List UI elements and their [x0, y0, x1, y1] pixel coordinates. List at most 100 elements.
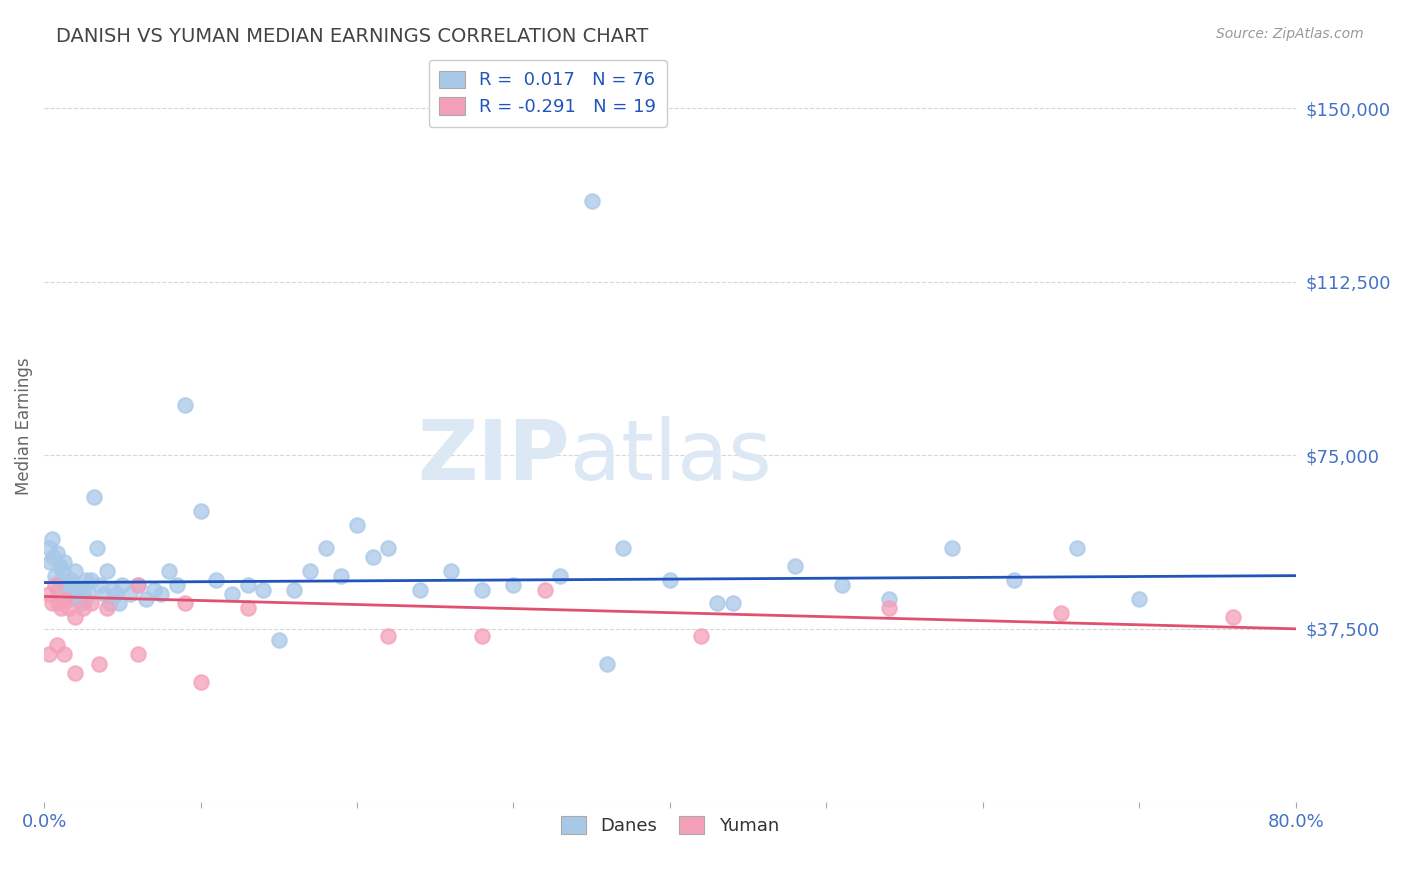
- Point: [80, 596, 103, 610]
- Point: [127, 578, 149, 592]
- Point: [221, 587, 243, 601]
- Point: [60, 587, 83, 601]
- Point: [55, 578, 77, 592]
- Point: [190, 675, 212, 690]
- Point: [66, 591, 89, 606]
- Text: Source: ZipAtlas.com: Source: ZipAtlas.com: [1216, 27, 1364, 41]
- Point: [346, 517, 368, 532]
- Point: [51, 601, 73, 615]
- Point: [96, 601, 118, 615]
- Point: [86, 541, 108, 555]
- Point: [70, 596, 93, 610]
- Point: [135, 591, 157, 606]
- Point: [315, 541, 337, 555]
- Text: DANISH VS YUMAN MEDIAN EARNINGS CORRELATION CHART: DANISH VS YUMAN MEDIAN EARNINGS CORRELAT…: [56, 27, 648, 45]
- Point: [46, 596, 69, 610]
- Point: [1066, 541, 1088, 555]
- Point: [658, 574, 681, 588]
- Point: [52, 564, 75, 578]
- Point: [408, 582, 430, 597]
- Point: [72, 582, 94, 597]
- Point: [471, 629, 494, 643]
- Text: ZIP: ZIP: [418, 416, 569, 497]
- Point: [157, 564, 180, 578]
- Point: [377, 629, 399, 643]
- Point: [877, 601, 900, 615]
- Point: [1222, 610, 1244, 624]
- Point: [252, 582, 274, 597]
- Point: [721, 596, 744, 610]
- Point: [67, 582, 90, 597]
- Point: [89, 578, 111, 592]
- Point: [190, 504, 212, 518]
- Point: [49, 559, 72, 574]
- Point: [877, 591, 900, 606]
- Point: [612, 541, 634, 555]
- Point: [127, 578, 149, 592]
- Point: [65, 610, 87, 624]
- Point: [596, 657, 619, 671]
- Point: [831, 578, 853, 592]
- Point: [46, 582, 69, 597]
- Point: [63, 578, 86, 592]
- Point: [41, 596, 63, 610]
- Point: [1128, 591, 1150, 606]
- Point: [377, 541, 399, 555]
- Point: [45, 545, 67, 559]
- Point: [299, 564, 322, 578]
- Point: [53, 647, 76, 661]
- Point: [533, 582, 555, 597]
- Point: [440, 564, 463, 578]
- Point: [205, 574, 228, 588]
- Point: [51, 574, 73, 588]
- Point: [38, 587, 60, 601]
- Point: [65, 665, 87, 680]
- Point: [581, 194, 603, 208]
- Point: [105, 587, 128, 601]
- Point: [93, 587, 115, 601]
- Point: [59, 574, 82, 588]
- Point: [73, 591, 96, 606]
- Point: [174, 596, 197, 610]
- Y-axis label: Median Earnings: Median Earnings: [15, 358, 32, 495]
- Point: [42, 550, 65, 565]
- Point: [108, 596, 131, 610]
- Point: [69, 587, 91, 601]
- Point: [1050, 606, 1073, 620]
- Point: [550, 568, 572, 582]
- Point: [65, 564, 87, 578]
- Point: [80, 574, 103, 588]
- Legend: Danes, Yuman: Danes, Yuman: [550, 805, 790, 846]
- Point: [83, 490, 105, 504]
- Point: [330, 568, 353, 582]
- Point: [690, 629, 713, 643]
- Point: [111, 578, 134, 592]
- Point: [96, 564, 118, 578]
- Point: [166, 578, 188, 592]
- Point: [471, 582, 494, 597]
- Point: [706, 596, 728, 610]
- Point: [77, 587, 100, 601]
- Point: [45, 638, 67, 652]
- Point: [236, 601, 259, 615]
- Point: [941, 541, 963, 555]
- Point: [120, 587, 142, 601]
- Point: [41, 532, 63, 546]
- Point: [174, 397, 197, 411]
- Point: [283, 582, 305, 597]
- Point: [361, 550, 384, 565]
- Point: [44, 568, 66, 582]
- Point: [127, 647, 149, 661]
- Point: [236, 578, 259, 592]
- Point: [75, 574, 97, 588]
- Point: [38, 647, 60, 661]
- Point: [53, 555, 76, 569]
- Text: atlas: atlas: [569, 416, 772, 497]
- Point: [58, 591, 80, 606]
- Point: [785, 559, 807, 574]
- Point: [39, 555, 62, 569]
- Point: [56, 582, 79, 597]
- Point: [53, 591, 76, 606]
- Point: [1002, 574, 1025, 588]
- Point: [72, 601, 94, 615]
